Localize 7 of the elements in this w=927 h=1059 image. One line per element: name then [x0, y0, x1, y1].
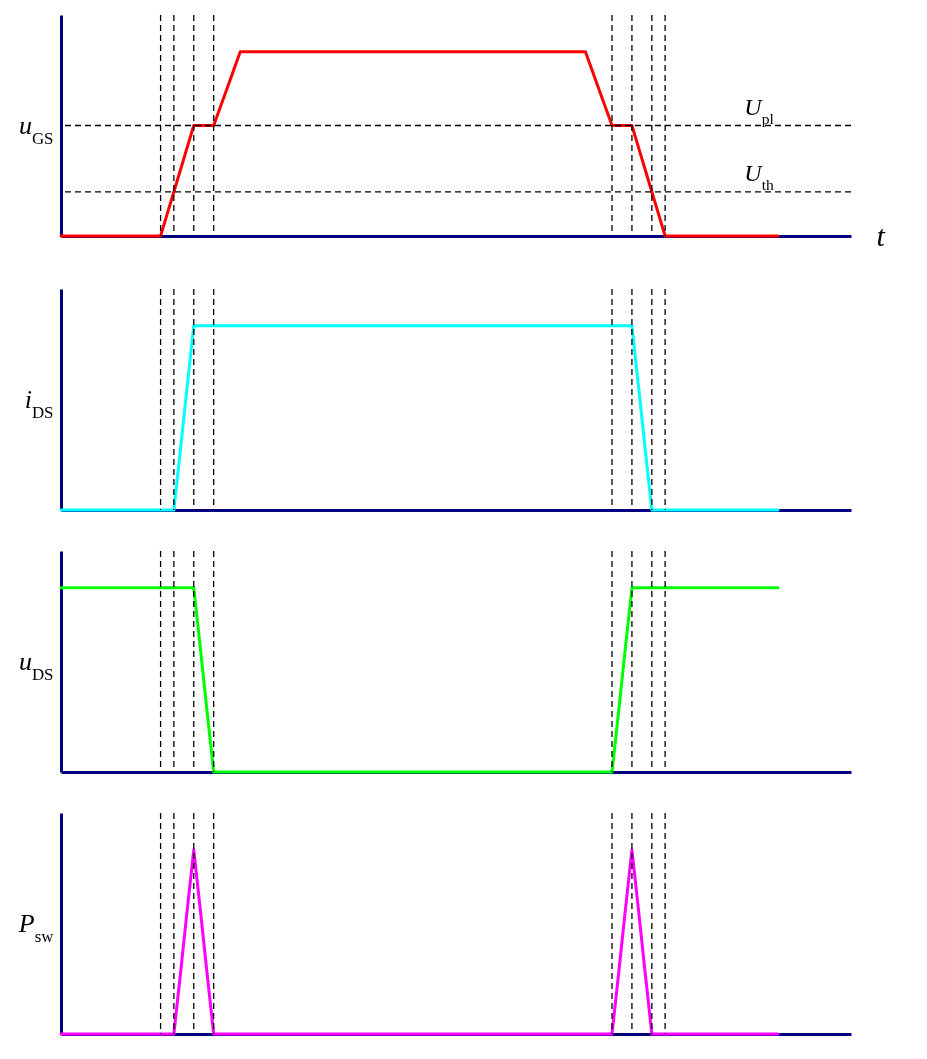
ref-line-label: U$_{pl}$: [744, 93, 775, 126]
y-axis-title: i$_{DS}$: [24, 385, 54, 422]
y-axis-title: u$_{DS}$: [18, 647, 54, 684]
y-axis-title: u$_{GS}$: [18, 111, 54, 148]
ref-line-label: U$_{th}$: [744, 159, 775, 193]
x-axis-title: t: [876, 218, 886, 252]
y-axis-title: P$_{sw}$: [17, 909, 55, 946]
